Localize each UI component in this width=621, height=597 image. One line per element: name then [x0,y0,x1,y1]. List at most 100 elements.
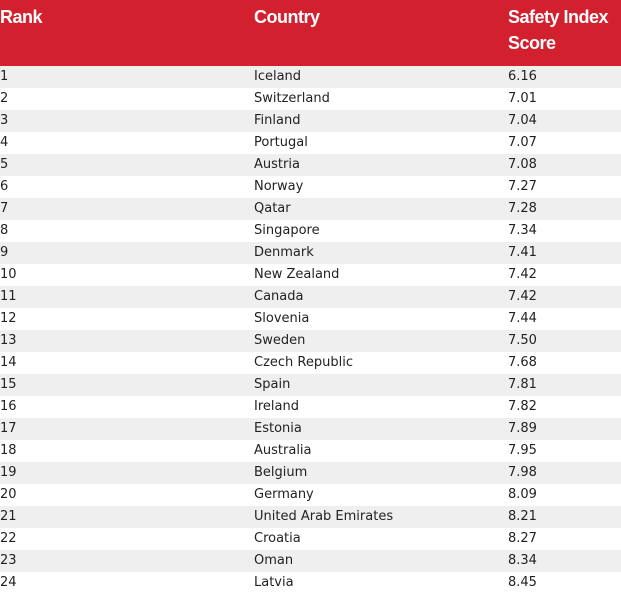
table-cell: 2 [0,91,9,106]
table-cell: Austria [254,157,300,172]
table-cell: 17 [0,421,17,436]
table-body: 1 Iceland 6.16 2 Switzerland 7.01 3 Finland 7.04… [0,66,621,594]
table-cell: 6.16 [508,69,537,84]
table-row: 15 Spain 7.81 [0,374,621,396]
table-cell: Denmark [254,245,314,260]
table-row: 16 Ireland 7.82 [0,396,621,418]
header-cell: Safety Index Score [508,7,609,53]
table-cell: 7.82 [508,399,537,414]
table-row: 19 Belgium 7.98 [0,462,621,484]
table-cell: Canada [254,289,304,304]
table-cell: Australia [254,443,312,458]
table-row: 17 Estonia 7.89 [0,418,621,440]
table-row: 9 Denmark 7.41 [0,242,621,264]
table-row: 14 Czech Republic 7.68 [0,352,621,374]
table-cell: New Zealand [254,267,340,282]
table-row: 8 Singapore 7.34 [0,220,621,242]
table-cell: 20 [0,487,17,502]
table-row: 12 Slovenia 7.44 [0,308,621,330]
table-cell: 7.42 [508,267,537,282]
table-cell: 24 [0,575,17,590]
table-cell: Ireland [254,399,299,414]
table-cell: Oman [254,553,294,568]
table-cell: 7.04 [508,113,537,128]
table-cell: 7.50 [508,333,537,348]
table-cell: 7.98 [508,465,537,480]
table-cell: 7.08 [508,157,537,172]
table-cell: 7.89 [508,421,537,436]
table-cell: 4 [0,135,9,150]
table-cell: 23 [0,553,17,568]
table-cell: Slovenia [254,311,310,326]
table-row: 13 Sweden 7.50 [0,330,621,352]
table-cell: 8 [0,223,9,238]
table-cell: Sweden [254,333,306,348]
table-cell: 12 [0,311,17,326]
table-cell: 7.41 [508,245,537,260]
table-cell: 15 [0,377,17,392]
table-cell: Estonia [254,421,302,436]
table-cell: Latvia [254,575,294,590]
table-cell: United Arab Emirates [254,509,394,524]
table-cell: 1 [0,69,9,84]
table-row: 4 Portugal 7.07 [0,132,621,154]
table-row: 24 Latvia 8.45 [0,572,621,594]
table-cell: 7.68 [508,355,537,370]
table-cell: 7.42 [508,289,537,304]
table-cell: 14 [0,355,17,370]
table-row: 18 Australia 7.95 [0,440,621,462]
table-cell: Belgium [254,465,308,480]
table-cell: 7.28 [508,201,537,216]
table-row: 11 Canada 7.42 [0,286,621,308]
table-row: 1 Iceland 6.16 [0,66,621,88]
table-cell: 7.95 [508,443,537,458]
table-cell: Switzerland [254,91,330,106]
table-cell: 8.09 [508,487,537,502]
table-cell: Qatar [254,201,291,216]
table-cell: Spain [254,377,291,392]
table-cell: 3 [0,113,9,128]
table-row: 5 Austria 7.08 [0,154,621,176]
table-row: 21 United Arab Emirates 8.21 [0,506,621,528]
table-cell: 22 [0,531,17,546]
table-cell: Finland [254,113,301,128]
table-cell: 8.34 [508,553,537,568]
table-row: 3 Finland 7.04 [0,110,621,132]
table-cell: 11 [0,289,17,304]
table-cell: 13 [0,333,17,348]
table-cell: 7.01 [508,91,537,106]
table-cell: Portugal [254,135,308,150]
table-cell: Germany [254,487,314,502]
table-row: 22 Croatia 8.27 [0,528,621,550]
table-cell: 21 [0,509,17,524]
table-cell: 8.27 [508,531,537,546]
table-cell: 10 [0,267,17,282]
table-cell: 8.21 [508,509,537,524]
table-header: Rank Country Safety Index Score [0,0,621,66]
header-cell: Rank [0,7,43,27]
table-cell: Norway [254,179,304,194]
table-cell: 19 [0,465,17,480]
table-cell: 7.44 [508,311,537,326]
table-row: 6 Norway 7.27 [0,176,621,198]
table-row: 2 Switzerland 7.01 [0,88,621,110]
table-cell: Singapore [254,223,320,238]
table-row: 10 New Zealand 7.42 [0,264,621,286]
table-cell: 6 [0,179,9,194]
table-cell: 7.34 [508,223,537,238]
table-cell: 7.81 [508,377,537,392]
table-cell: 7 [0,201,9,216]
table-row: 23 Oman 8.34 [0,550,621,572]
header-cell: Country [254,7,320,27]
table-row: 20 Germany 8.09 [0,484,621,506]
table-cell: 7.27 [508,179,537,194]
table-cell: 16 [0,399,17,414]
table-row: 7 Qatar 7.28 [0,198,621,220]
table-cell: Iceland [254,69,302,84]
table-cell: 8.45 [508,575,537,590]
table-cell: 18 [0,443,17,458]
table-cell: 9 [0,245,9,260]
table-cell: Czech Republic [254,355,353,370]
